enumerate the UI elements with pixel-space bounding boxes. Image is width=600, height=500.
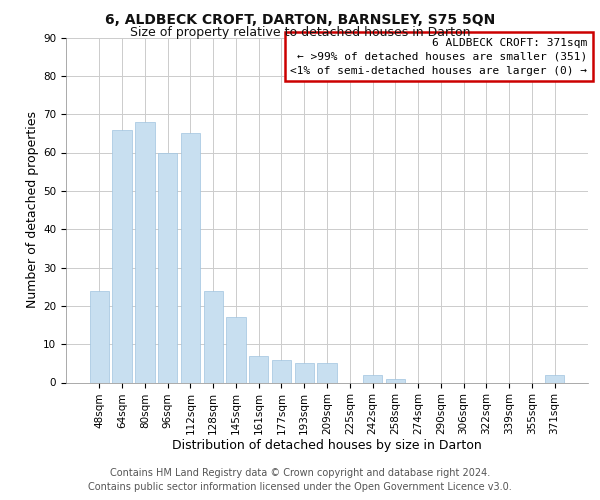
Text: 6, ALDBECK CROFT, DARTON, BARNSLEY, S75 5QN: 6, ALDBECK CROFT, DARTON, BARNSLEY, S75 …	[105, 12, 495, 26]
Bar	[203, 290, 223, 382]
Bar	[249, 356, 268, 382]
Text: Contains HM Land Registry data © Crown copyright and database right 2024.
Contai: Contains HM Land Registry data © Crown c…	[88, 468, 512, 492]
Bar	[158, 152, 178, 382]
Bar	[363, 375, 382, 382]
Bar	[295, 364, 314, 382]
Bar	[181, 134, 200, 382]
Bar	[135, 122, 155, 382]
Text: 6 ALDBECK CROFT: 371sqm
← >99% of detached houses are smaller (351)
<1% of semi-: 6 ALDBECK CROFT: 371sqm ← >99% of detach…	[290, 38, 587, 76]
Bar	[90, 290, 109, 382]
Y-axis label: Number of detached properties: Number of detached properties	[26, 112, 39, 308]
X-axis label: Distribution of detached houses by size in Darton: Distribution of detached houses by size …	[172, 438, 482, 452]
Text: Size of property relative to detached houses in Darton: Size of property relative to detached ho…	[130, 26, 470, 39]
Bar	[226, 318, 245, 382]
Bar	[272, 360, 291, 382]
Bar	[545, 375, 564, 382]
Bar	[112, 130, 132, 382]
Bar	[317, 364, 337, 382]
Bar	[386, 378, 405, 382]
